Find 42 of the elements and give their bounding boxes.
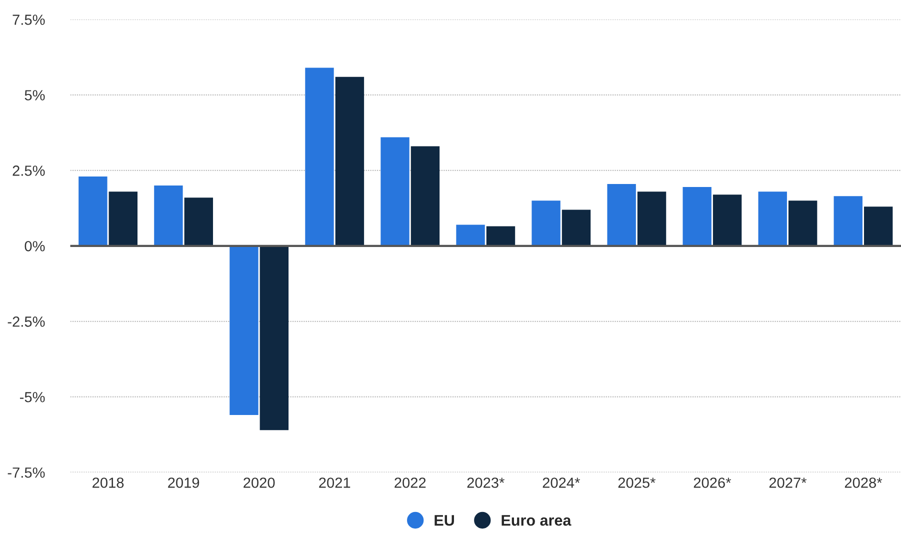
x-tick-label: 2028*	[844, 478, 882, 488]
bar	[637, 192, 666, 246]
bar	[712, 194, 742, 246]
bar	[108, 192, 138, 246]
x-tick-label: 2022	[394, 478, 426, 488]
bar	[184, 198, 214, 246]
bar	[410, 146, 440, 246]
x-tick-label: 2023*	[467, 478, 504, 488]
bar	[154, 186, 183, 246]
legend-label: EU	[434, 515, 454, 526]
bar	[607, 184, 636, 246]
x-tick-label: 2018	[92, 478, 124, 488]
y-tick-label: 5%	[24, 90, 45, 100]
bar	[230, 246, 258, 415]
bar	[78, 176, 108, 246]
x-tick-label: 2019	[168, 478, 200, 488]
x-tick-label: 2026*	[694, 478, 732, 488]
x-tick-label: 2020	[244, 478, 275, 488]
y-tick-label: -2.5%	[8, 316, 45, 327]
y-tick-label: 7.5%	[12, 14, 45, 25]
bar	[682, 187, 712, 246]
y-tick-label: 2.5%	[12, 166, 45, 176]
bar	[260, 246, 289, 430]
x-tick-label: 2024*	[542, 478, 580, 488]
bar	[834, 196, 862, 246]
y-tick-label: 0%	[24, 241, 45, 252]
bar	[380, 137, 410, 246]
y-tick-label: -5%	[20, 392, 45, 402]
bar	[864, 206, 893, 246]
bar	[532, 200, 560, 246]
x-tick-label: 2021	[319, 478, 350, 488]
bar	[305, 68, 334, 246]
bar	[758, 192, 787, 246]
x-tick-label: 2025*	[618, 478, 656, 488]
bar	[486, 226, 516, 246]
bar	[562, 210, 591, 246]
legend-label: Euro area	[502, 515, 572, 526]
x-tick-label: 2027*	[769, 478, 807, 488]
bar	[456, 224, 485, 246]
bar	[788, 200, 818, 246]
bar	[335, 76, 364, 246]
y-tick-label: -7.5%	[8, 468, 45, 478]
